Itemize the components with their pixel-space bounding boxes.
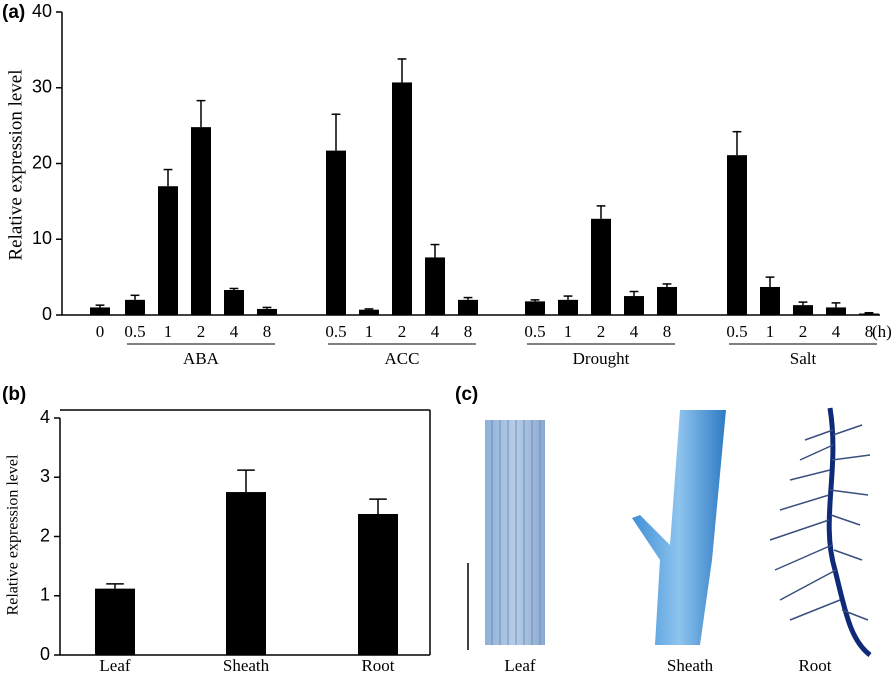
leaf-veins	[491, 420, 541, 645]
root-hairs	[769, 424, 871, 621]
y-tick-label: 3	[40, 466, 50, 486]
image-label: Leaf	[504, 656, 535, 675]
bar	[392, 82, 412, 315]
bar	[224, 290, 244, 315]
y-tick-label: 30	[32, 77, 52, 97]
x-tick-label: 1	[365, 322, 374, 341]
image-label: Sheath	[667, 656, 714, 675]
x-tick-label: 1	[766, 322, 775, 341]
y-tick-label: 0	[42, 304, 52, 324]
y-tick-label: 1	[40, 585, 50, 605]
x-tick-label: 8	[263, 322, 272, 341]
leaf-image	[485, 420, 545, 645]
bar	[191, 127, 211, 315]
bar	[95, 588, 135, 655]
x-unit: (h)	[872, 322, 892, 341]
bar	[525, 301, 545, 315]
y-axis-label: Relative expression level	[5, 70, 26, 261]
bar	[425, 257, 445, 315]
bar	[826, 307, 846, 315]
x-tick-label: 0.5	[325, 322, 346, 341]
sheath-image	[632, 410, 726, 645]
panel-label: (c)	[455, 384, 478, 405]
x-tick-label: Sheath	[223, 656, 270, 675]
bar	[90, 307, 110, 315]
x-tick-label: 8	[865, 322, 874, 341]
x-tick-label: 4	[431, 322, 440, 341]
x-tick-label: Leaf	[99, 656, 130, 675]
bar	[727, 155, 747, 315]
x-tick-label: 2	[197, 322, 206, 341]
bar	[657, 286, 677, 315]
y-tick-label: 4	[40, 407, 50, 427]
x-tick-label: 0.5	[524, 322, 545, 341]
y-tick-label: 2	[40, 525, 50, 545]
bar	[158, 186, 178, 315]
group-label: Drought	[573, 349, 630, 368]
x-tick-label: 1	[564, 322, 573, 341]
panel-label: (a)	[2, 2, 25, 23]
bar	[257, 308, 277, 315]
bar	[558, 299, 578, 315]
x-tick-label: 4	[630, 322, 639, 341]
bar	[326, 150, 346, 315]
x-tick-label: 8	[663, 322, 672, 341]
micrographs	[467, 407, 872, 657]
bar	[358, 513, 398, 655]
y-tick-label: 0	[40, 644, 50, 664]
bar	[624, 296, 644, 315]
x-tick-label: 0.5	[726, 322, 747, 341]
x-tick-label: 2	[398, 322, 407, 341]
group-label: ACC	[385, 349, 420, 368]
x-tick-label: 1	[164, 322, 173, 341]
x-tick-label: 4	[230, 322, 239, 341]
y-tick-label: 10	[32, 228, 52, 248]
bar	[125, 299, 145, 315]
group-label: Salt	[790, 349, 817, 368]
bar	[226, 492, 266, 655]
x-tick-label: 8	[464, 322, 473, 341]
group-label: ABA	[183, 349, 220, 368]
y-tick-label: 40	[32, 1, 52, 21]
x-tick-label: 4	[832, 322, 841, 341]
bar	[793, 305, 813, 315]
panel-label: (b)	[2, 384, 26, 405]
x-tick-label: 0	[96, 322, 105, 341]
x-tick-label: 2	[799, 322, 808, 341]
x-tick-label: Root	[361, 656, 394, 675]
image-label: Root	[798, 656, 831, 675]
y-tick-label: 20	[32, 152, 52, 172]
bar	[859, 313, 879, 315]
bar	[591, 218, 611, 315]
bar	[760, 286, 780, 315]
x-tick-label: 0.5	[124, 322, 145, 341]
bar	[359, 309, 379, 315]
y-axis-label: Relative expression level	[5, 454, 22, 615]
bar	[458, 299, 478, 315]
x-tick-label: 2	[597, 322, 606, 341]
root-image	[826, 407, 872, 657]
